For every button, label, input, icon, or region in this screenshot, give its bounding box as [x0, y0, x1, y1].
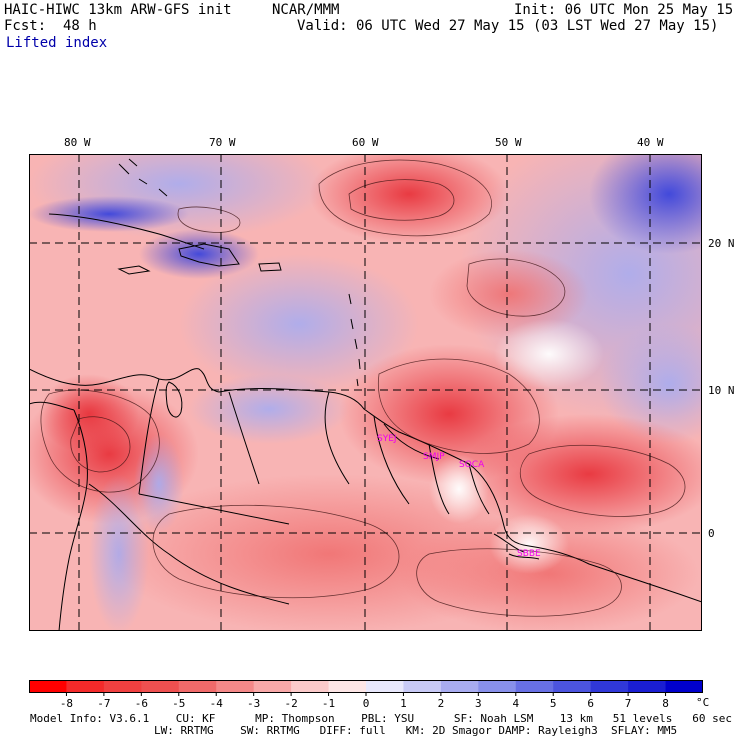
colorbar-cell: [590, 680, 629, 693]
init-time: Init: 06 UTC Mon 25 May 15: [514, 2, 734, 18]
colorbar-cell: [178, 680, 217, 693]
model-title: HAIC-HIWC 13km ARW-GFS init: [4, 2, 232, 18]
colorbar-tick-label: -3: [247, 697, 260, 710]
lon-label-40w: 40 W: [637, 136, 664, 149]
colorbar-tick-label: -8: [60, 697, 73, 710]
map-frame: [29, 154, 702, 631]
colorbar-cell: [366, 680, 404, 693]
model-info-line1: Model Info: V3.6.1 CU: KF MP: Thompson P…: [30, 712, 732, 725]
station-label-soca: SOCA: [459, 460, 485, 470]
model-info-line2: LW: RRTMG SW: RRTMG DIFF: full KM: 2D Sm…: [154, 724, 678, 737]
colorbar-tick-label: 5: [550, 697, 557, 710]
colorbar-cell: [103, 680, 142, 693]
valid-time: Valid: 06 UTC Wed 27 May 15 (03 LST Wed …: [297, 18, 719, 34]
colorbar-tick-label: 4: [512, 697, 519, 710]
field-shading: [29, 154, 702, 631]
colorbar-cell: [665, 680, 703, 693]
colorbar-cell: [291, 680, 330, 693]
colorbar-cell: [628, 680, 667, 693]
colorbar-cell: [29, 680, 67, 693]
colorbar-cell: [553, 680, 592, 693]
colorbar-cell: [66, 680, 105, 693]
colorbar-cell: [478, 680, 517, 693]
lat-label-10n: 10 N: [708, 384, 735, 397]
lon-label-80w: 80 W: [64, 136, 91, 149]
station-label-sbbe: SBBE: [517, 549, 541, 559]
li-contours: [40, 159, 686, 617]
colorbar-tick-label: 6: [587, 697, 594, 710]
colorbar-tick-label: -7: [97, 697, 110, 710]
colorbar-cells: [29, 680, 703, 693]
colorbar-tick-label: -5: [172, 697, 185, 710]
colorbar-tick-label: -1: [322, 697, 335, 710]
colorbar-cell: [328, 680, 367, 693]
lon-label-50w: 50 W: [495, 136, 522, 149]
colorbar-tick-label: -6: [135, 697, 148, 710]
colorbar-cell: [403, 680, 442, 693]
field-name: Lifted index: [6, 35, 108, 51]
forecast-hour: Fcst: 48 h: [4, 18, 97, 34]
colorbar-unit: °C: [696, 696, 710, 709]
station-label-smjp: SMJP: [423, 452, 445, 462]
colorbar-tick-label: 3: [475, 697, 482, 710]
colorbar-cell: [141, 680, 180, 693]
colorbar-tick-label: 8: [662, 697, 669, 710]
colorbar-tick-label: -4: [210, 697, 224, 710]
colorbar-cell: [515, 680, 554, 693]
colorbar: -8 -7 -6 -5 -4 -3 -2 -1 0 1 2 3 4 5 6 7 8: [29, 680, 703, 710]
lon-label-60w: 60 W: [352, 136, 379, 149]
colorbar-cell: [253, 680, 292, 693]
colorbar-tick-label: 1: [400, 697, 407, 710]
org-label: NCAR/MMM: [272, 2, 340, 18]
colorbar-cell: [216, 680, 255, 693]
colorbar-tick-label: -2: [284, 697, 297, 710]
colorbar-cell: [440, 680, 479, 693]
colorbar-tick-label: 2: [438, 697, 445, 710]
lat-label-0: 0: [708, 527, 715, 540]
station-label-syej: SYEJ: [377, 434, 397, 444]
lon-label-70w: 70 W: [209, 136, 236, 149]
graticule: [29, 154, 702, 631]
colorbar-ticks: -8 -7 -6 -5 -4 -3 -2 -1 0 1 2 3 4 5 6 7 8: [60, 693, 669, 710]
lifted-index-map: SYEJ SMJP SOCA SBBE: [29, 154, 702, 631]
colorbar-tick-label: 0: [363, 697, 370, 710]
colorbar-tick-label: 7: [625, 697, 632, 710]
lat-label-20n: 20 N: [708, 237, 735, 250]
